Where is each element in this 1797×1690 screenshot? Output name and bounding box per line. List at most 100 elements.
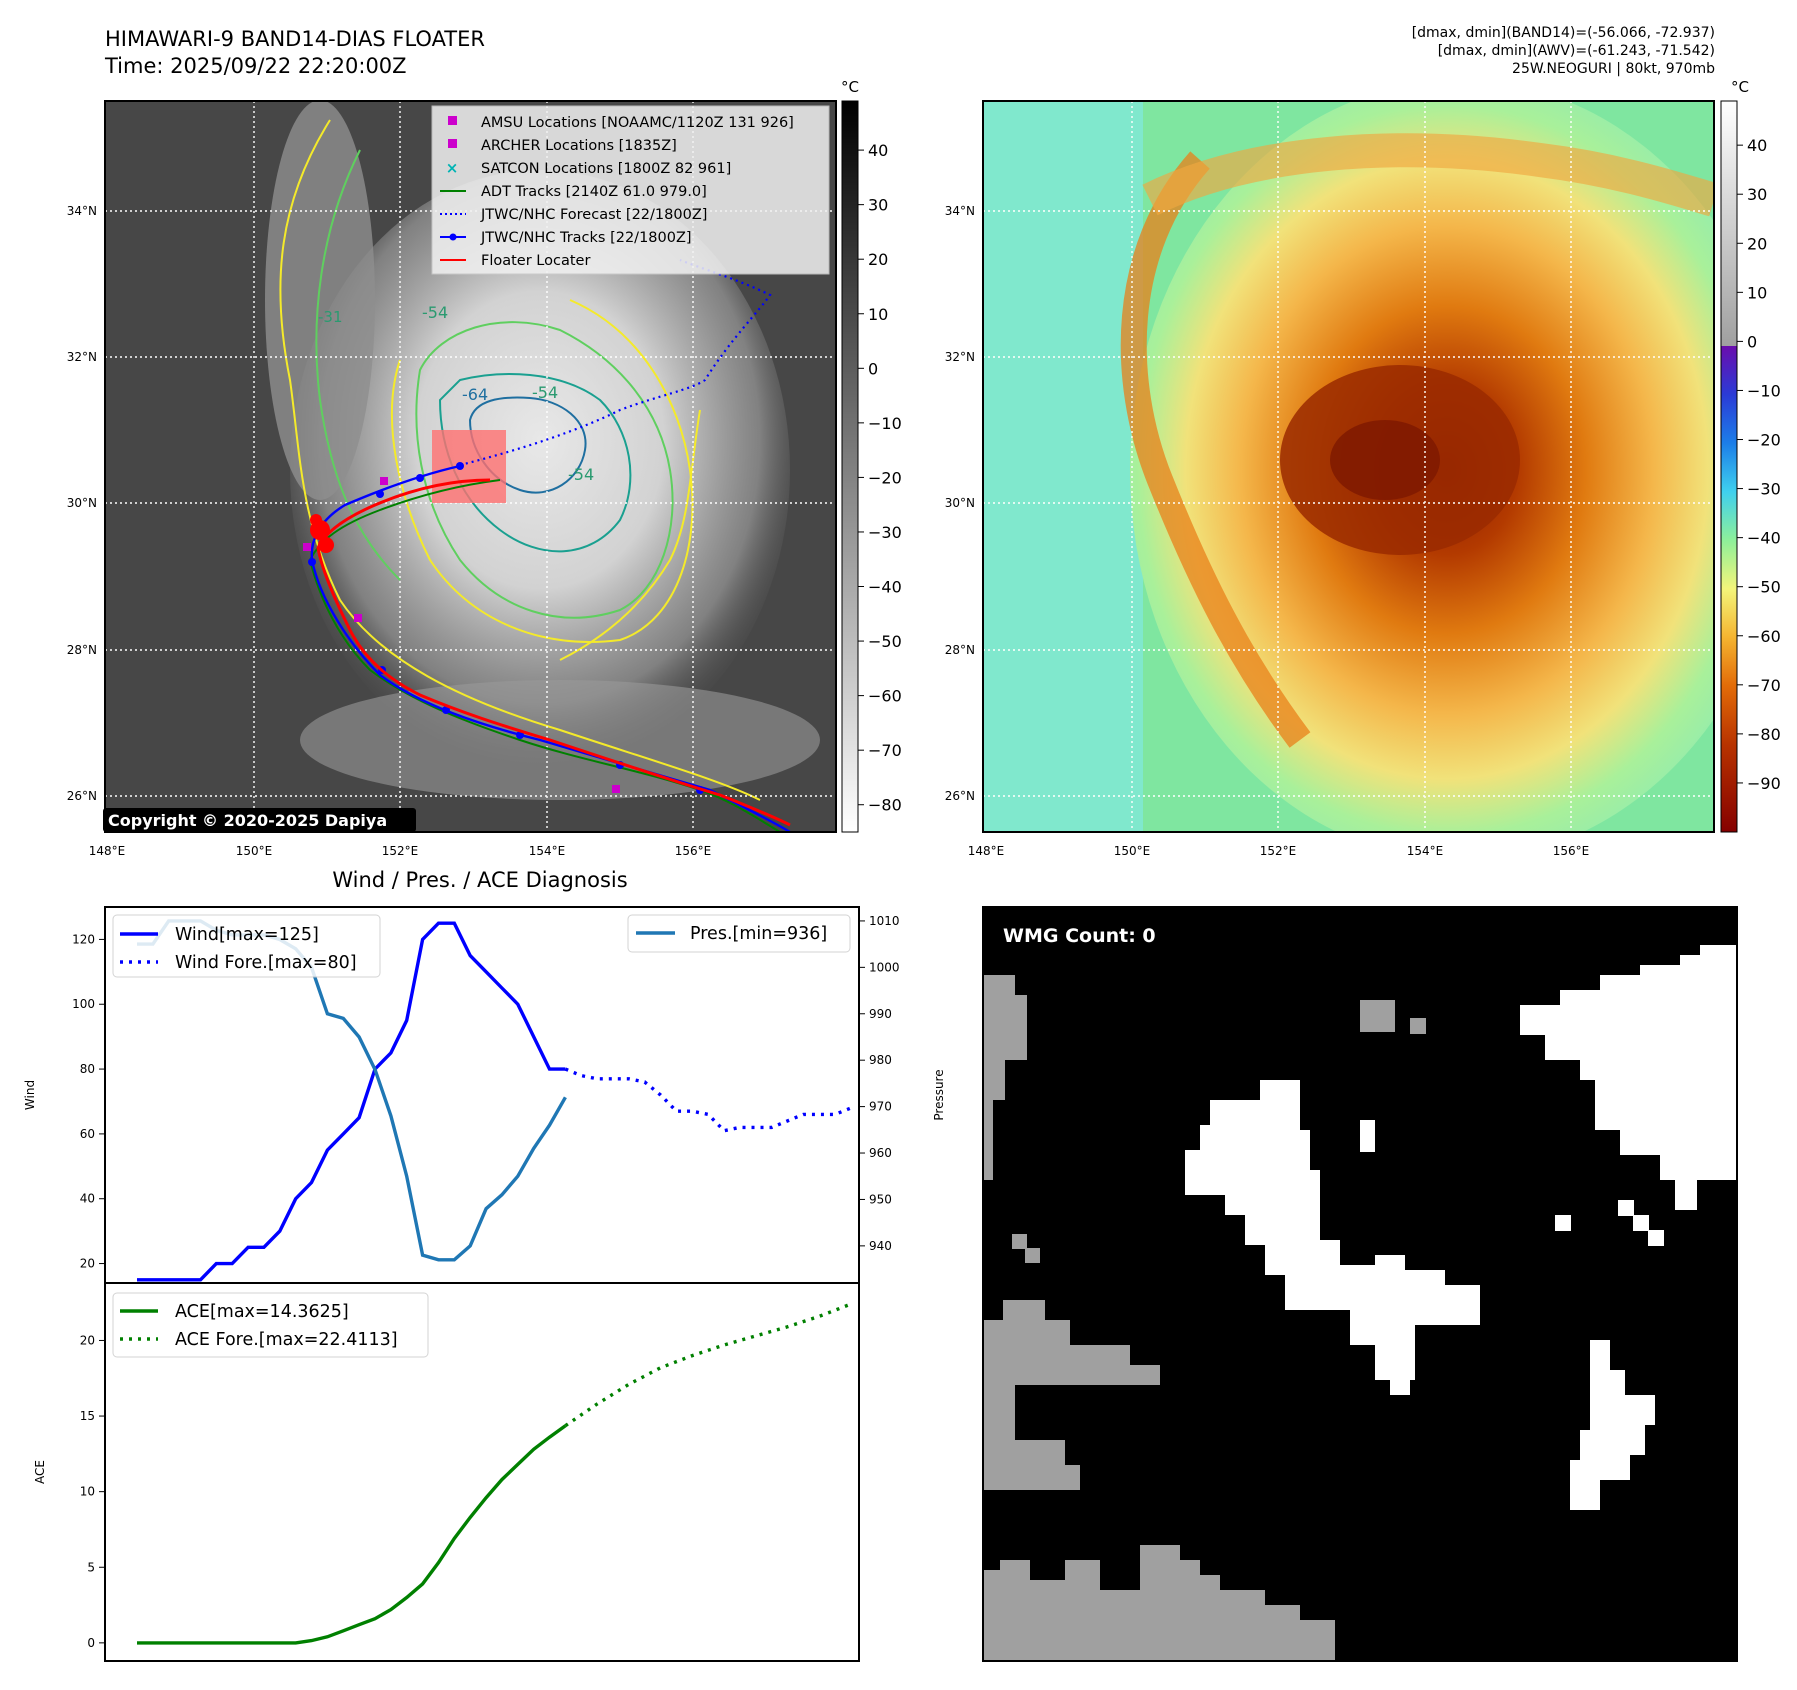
lon-label: 148°E	[89, 844, 126, 858]
colorbar-tick-label: 30	[1747, 185, 1767, 204]
colorbar-tick-label: −60	[1747, 627, 1781, 646]
color-colorbar-frame	[1720, 100, 1738, 833]
series-line-wind	[137, 921, 566, 1282]
pres-ytick-label: 990	[869, 1007, 892, 1021]
color-colorbar-bottom	[1721, 346, 1737, 832]
lat-label: 34°N	[67, 204, 97, 218]
lat-label: 26°N	[945, 789, 975, 803]
colorbar-tick-label: 20	[868, 250, 888, 269]
pressure-legend-box	[627, 914, 851, 953]
wind-ytick-label: 40	[80, 1192, 95, 1206]
wmg-label-box	[995, 919, 1171, 951]
wmg-gray-areas	[983, 975, 1426, 1661]
ace-legend-box	[112, 1292, 429, 1358]
colorbar-tick-label: −10	[1747, 381, 1781, 400]
colorbar-tick-label: 10	[1747, 283, 1767, 302]
contour-label-5: -31	[318, 308, 343, 326]
legend-item: JTWC/NHC Tracks [22/1800Z]	[440, 230, 692, 246]
diag-title: Wind / Pres. / ACE Diagnosis	[332, 868, 627, 892]
lat-label: 30°N	[67, 496, 97, 510]
gray-colorbar-unit: °C	[841, 78, 859, 96]
title-line-1: HIMAWARI-9 BAND14-DIAS FLOATER	[105, 27, 485, 51]
wind-ytick-label: 120	[72, 932, 95, 946]
lat-label: 32°N	[67, 350, 97, 364]
colorbar-tick-label: −20	[1747, 431, 1781, 450]
storm-info: [dmax, dmin](BAND14)=(-56.066, -72.937) …	[1412, 24, 1715, 78]
floater-track	[316, 478, 791, 827]
legend-label: ADT Tracks [2140Z 61.0 979.0]	[481, 184, 707, 200]
ir-panel: 34°N 32°N 30°N 28°N 26°N 148°E 150°E 152…	[945, 100, 1715, 858]
map-panel: -54 -54 -64 -54 -31 AMSU Locations [NOAA…	[67, 100, 837, 858]
wmg-panel: WMG Count: 0	[982, 906, 1738, 1662]
pres-ytick-label: 970	[869, 1100, 892, 1114]
contour-label-3: -64	[462, 385, 488, 404]
colorbar-tick-label: −70	[868, 741, 902, 760]
floater-cluster	[310, 514, 334, 553]
lat-label: 30°N	[945, 496, 975, 510]
contour-yellow-inner	[390, 299, 694, 643]
lat-label: 28°N	[945, 643, 975, 657]
cloud-shield	[290, 170, 790, 770]
gray-colorbar-bar	[841, 100, 859, 833]
series-line-ace	[137, 1424, 567, 1645]
contour-green-1	[315, 149, 674, 619]
wind-ytick-label: 20	[80, 1257, 95, 1271]
cloud-band-south	[300, 680, 820, 800]
color-colorbar-top	[1721, 101, 1737, 346]
colorbar-tick-label: −40	[868, 578, 902, 597]
copyright-text: Copyright © 2020-2025 Dapiya	[108, 811, 387, 830]
title-line-2: Time: 2025/09/22 22:20:00Z	[105, 54, 407, 78]
contour-label-2: -54	[532, 383, 558, 402]
ace-panel: 0 5 10 15 20 ACE ACE[max=14.3625] ACE Fore.[max…	[33, 1282, 860, 1662]
ir-band-north	[1142, 133, 1714, 217]
legend-label: ACE[max=14.3625]	[175, 1302, 349, 1322]
lon-label: 154°E	[1407, 844, 1444, 858]
colorbar-tick-label: 20	[1747, 234, 1767, 253]
ace-legend: ACE[max=14.3625] ACE Fore.[max=22.4113]	[112, 1292, 429, 1358]
map-legend: AMSU Locations [NOAAMC/1120Z 131 926] ARC…	[431, 105, 830, 275]
colorbar-tick-label: −30	[868, 523, 902, 542]
pres-ylabel: Pressure	[932, 1069, 946, 1120]
colorbar-tick-label: −70	[1747, 676, 1781, 695]
legend-label: JTWC/NHC Forecast [22/1800Z]	[480, 207, 707, 223]
colorbar-tick-label: 30	[868, 196, 888, 215]
legend-item: ADT Tracks [2140Z 61.0 979.0]	[440, 184, 707, 200]
map-legend-box	[431, 105, 830, 275]
colorbar-tick-label: 0	[1747, 332, 1757, 351]
ace-ytick-label: 15	[80, 1409, 95, 1423]
ace-ytick-label: 10	[80, 1485, 95, 1499]
wmg-frame	[982, 906, 1738, 1662]
colorbar-tick-label: −40	[1747, 529, 1781, 548]
wind-legend-box	[112, 914, 381, 978]
legend-marker-square	[448, 116, 457, 125]
colorbar-tick-label: −80	[868, 796, 902, 815]
lon-label: 150°E	[236, 844, 273, 858]
ace-ytick-label: 0	[87, 1636, 95, 1650]
info-line-1: [dmax, dmin](BAND14)=(-56.066, -72.937)	[1411, 25, 1715, 41]
legend-item: ARCHER Locations [1835Z]	[448, 138, 677, 154]
amsu-markers	[303, 477, 620, 793]
lon-label: 154°E	[529, 844, 566, 858]
floater-box	[432, 430, 506, 503]
colorbar-tick-label: −10	[868, 414, 902, 433]
figure-title: HIMAWARI-9 BAND14-DIAS FLOATER Time: 202…	[105, 26, 485, 80]
lon-label: 156°E	[675, 844, 712, 858]
colorbar-tick-label: −50	[868, 632, 902, 651]
wmg-white-areas	[1185, 945, 1737, 1510]
pres-ytick-label: 960	[869, 1146, 892, 1160]
ir-lat-labels: 34°N 32°N 30°N 28°N 26°N	[945, 204, 975, 803]
ir-lon-labels: 148°E 150°E 152°E 154°E 156°E	[968, 844, 1590, 858]
contour-label-1: -54	[422, 303, 448, 322]
map-frame	[104, 100, 837, 833]
legend-marker-square	[448, 139, 457, 148]
contour-label-4: -54	[568, 465, 594, 484]
info-line-2: [dmax, dmin](AWV)=(-61.243, -71.542)	[1437, 43, 1715, 59]
colorbar-tick-label: −50	[1747, 578, 1781, 597]
map-lon-labels: 148°E 150°E 152°E 154°E 156°E	[89, 844, 712, 858]
legend-label: Pres.[min=936]	[690, 924, 827, 944]
series-line-ace-forecast	[564, 1302, 852, 1428]
ir-frame	[982, 100, 1715, 833]
pres-ytick-label: 980	[869, 1053, 892, 1067]
legend-label: JTWC/NHC Tracks [22/1800Z]	[480, 230, 692, 246]
colorbar-tick-label: 0	[868, 359, 878, 378]
